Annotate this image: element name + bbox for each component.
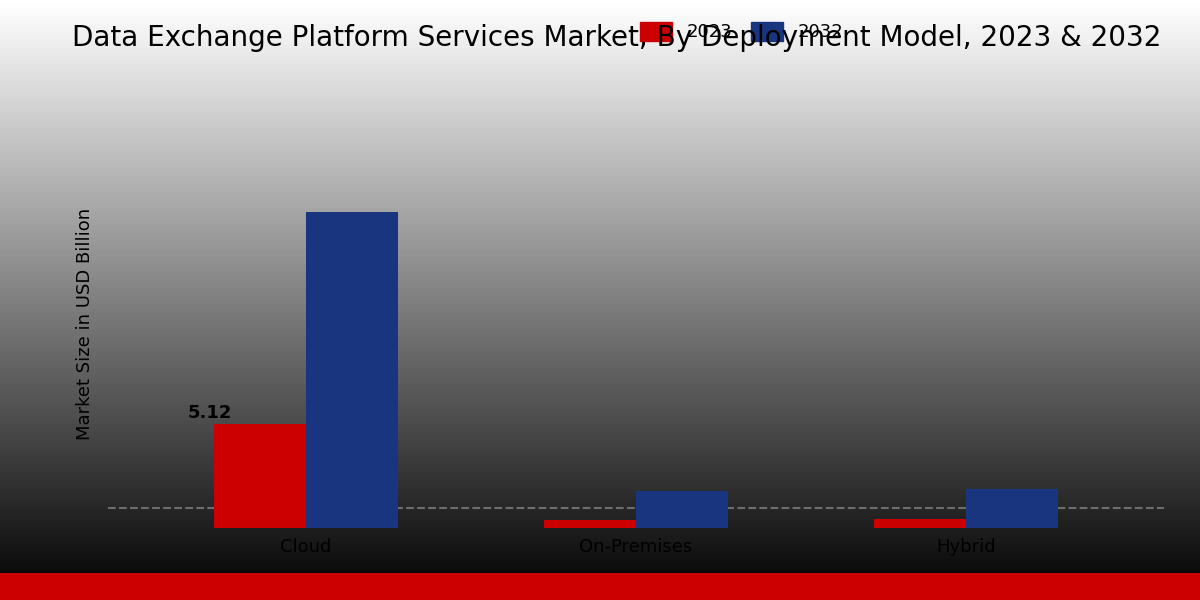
Y-axis label: Market Size in USD Billion: Market Size in USD Billion xyxy=(76,208,94,440)
Bar xyxy=(306,212,398,528)
Bar xyxy=(214,424,306,528)
Bar xyxy=(874,520,966,528)
Bar xyxy=(636,491,728,528)
Text: 5.12: 5.12 xyxy=(187,404,232,422)
Bar xyxy=(966,489,1058,528)
Bar xyxy=(544,520,636,528)
Legend: 2023, 2032: 2023, 2032 xyxy=(632,15,851,49)
Text: Data Exchange Platform Services Market, By Deployment Model, 2023 & 2032: Data Exchange Platform Services Market, … xyxy=(72,24,1162,52)
